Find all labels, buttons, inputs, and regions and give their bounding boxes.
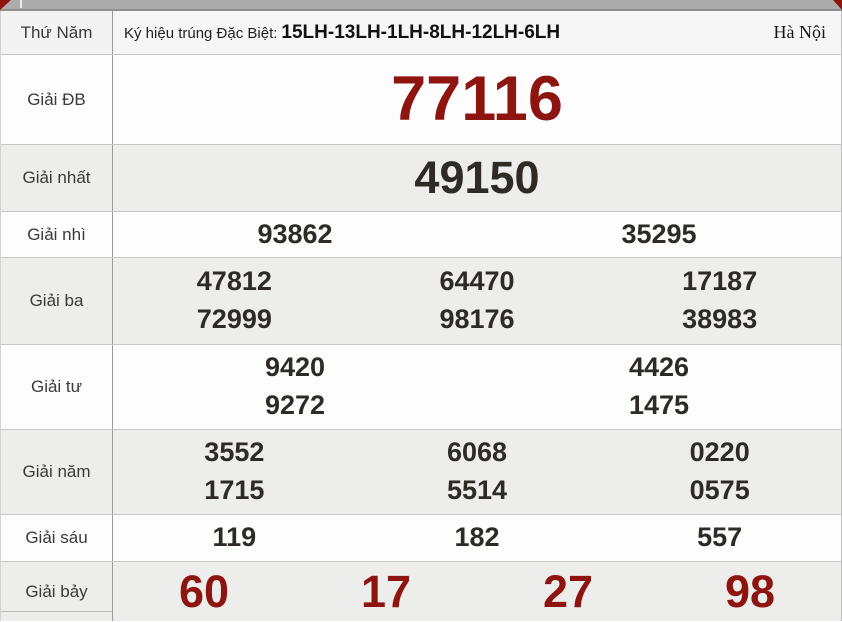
prize-number: 182 xyxy=(454,522,500,553)
header-content: Ký hiệu trúng Đặc Biệt: 15LH-13LH-1LH-8LH… xyxy=(113,11,841,54)
prize-number: 49150 xyxy=(414,152,540,204)
prize-row-nhi: Giải nhì 93862 35295 xyxy=(1,211,841,257)
top-band-tick xyxy=(20,0,22,8)
prize-values-nam: 3552 6068 0220 1715 5514 0575 xyxy=(113,430,841,514)
prize-number: 0220 xyxy=(689,437,750,468)
prize-value-line: 119 182 557 xyxy=(113,522,841,553)
prize-number: 119 xyxy=(212,522,257,553)
prize-number: 9272 xyxy=(264,390,326,421)
prize-values-bay: 60 17 27 98 xyxy=(113,562,841,621)
prize-values-nhi: 93862 35295 xyxy=(113,212,841,257)
prize-row-bay: Giải bảy 60 17 27 98 xyxy=(1,561,841,621)
prize-values-nhat: 49150 xyxy=(113,145,841,211)
prize-row-nhat: Giải nhất 49150 xyxy=(1,144,841,211)
prize-value-line: 9420 4426 xyxy=(113,353,841,383)
prize-number: 5514 xyxy=(446,475,508,506)
prize-value-line: 60 17 27 98 xyxy=(113,567,841,617)
prize-number: 93862 xyxy=(257,218,333,249)
prize-label-ba: Giải ba xyxy=(1,258,113,344)
red-corner-right-icon xyxy=(833,0,842,10)
prize-value-line: 1715 5514 0575 xyxy=(113,475,841,506)
prize-label-tu: Giải tư xyxy=(1,345,113,429)
prize-number: 98176 xyxy=(439,304,515,335)
prize-label-nhi: Giải nhì xyxy=(1,212,113,257)
prize-number: 77116 xyxy=(391,63,563,134)
prize-values-db: 77116 xyxy=(113,55,841,144)
prize-number: 47812 xyxy=(196,265,272,296)
prize-row-sau: Giải sáu 119 182 557 xyxy=(1,514,841,561)
prize-values-ba: 47812 64470 17187 72999 98176 38983 xyxy=(113,258,841,344)
prize-number: 3552 xyxy=(204,437,265,468)
red-corner-left-icon xyxy=(0,0,11,10)
special-sign-value: 15LH-13LH-1LH-8LH-12LH-6LH xyxy=(281,21,561,43)
special-sign-label: Ký hiệu trúng Đặc Biệt: xyxy=(124,24,278,42)
prize-label-bay: Giải bảy xyxy=(1,562,113,621)
prize-number: 557 xyxy=(697,522,743,553)
prize-value-line: 77116 xyxy=(113,63,841,134)
prize-number: 17187 xyxy=(682,265,758,296)
prize-value-line: 9272 1475 xyxy=(113,390,841,421)
day-label: Thứ Năm xyxy=(1,11,113,54)
prize-label-nhat: Giải nhất xyxy=(1,145,113,211)
prize-values-tu: 9420 4426 9272 1475 xyxy=(113,345,841,429)
prize-label-db: Giải ĐB xyxy=(1,55,113,144)
prize-number: 17 xyxy=(360,565,412,617)
region-label: Hà Nội xyxy=(773,22,827,42)
prize-number: 98 xyxy=(724,565,776,617)
prize-number: 1475 xyxy=(628,390,690,421)
table-header-row: Thứ Năm Ký hiệu trúng Đặc Biệt: 15LH-13LH… xyxy=(1,11,841,54)
prize-number: 9420 xyxy=(264,352,326,383)
prize-values-sau: 119 182 557 xyxy=(113,515,841,561)
prize-value-line: 3552 6068 0220 xyxy=(113,438,841,468)
prize-value-line: 47812 64470 17187 xyxy=(113,265,841,297)
top-band xyxy=(0,0,842,11)
prize-number: 6068 xyxy=(446,437,508,468)
prize-number: 72999 xyxy=(196,304,272,335)
special-sign: Ký hiệu trúng Đặc Biệt: 15LH-13LH-1LH-8LH… xyxy=(124,22,762,44)
prize-label-nam: Giải năm xyxy=(1,430,113,514)
prize-value-line: 49150 xyxy=(113,153,841,203)
prize-rows-container: Giải ĐB 77116 Giải nhất 49150 Giải nhì 93862 3… xyxy=(1,54,841,621)
prize-row-tu: Giải tư 9420 4426 9272 1475 xyxy=(1,344,841,429)
prize-number: 35295 xyxy=(621,218,697,249)
prize-value-line: 72999 98176 38983 xyxy=(113,305,841,335)
prize-number: 1715 xyxy=(204,475,265,506)
prize-number: 0575 xyxy=(689,475,750,506)
prize-number: 64470 xyxy=(439,265,515,296)
prize-number: 38983 xyxy=(682,304,758,335)
prize-label-sau: Giải sáu xyxy=(1,515,113,561)
prize-row-db: Giải ĐB 77116 xyxy=(1,54,841,144)
prize-number: 60 xyxy=(178,565,230,617)
results-table: Thứ Năm Ký hiệu trúng Đặc Biệt: 15LH-13LH… xyxy=(0,11,842,621)
prize-row-nam: Giải năm 3552 6068 0220 1715 5514 0575 xyxy=(1,429,841,514)
prize-number: 27 xyxy=(542,565,594,617)
prize-number: 4426 xyxy=(628,352,690,383)
prize-value-line: 93862 35295 xyxy=(113,218,841,250)
prize-row-ba: Giải ba 47812 64470 17187 72999 98176 38983 xyxy=(1,257,841,344)
